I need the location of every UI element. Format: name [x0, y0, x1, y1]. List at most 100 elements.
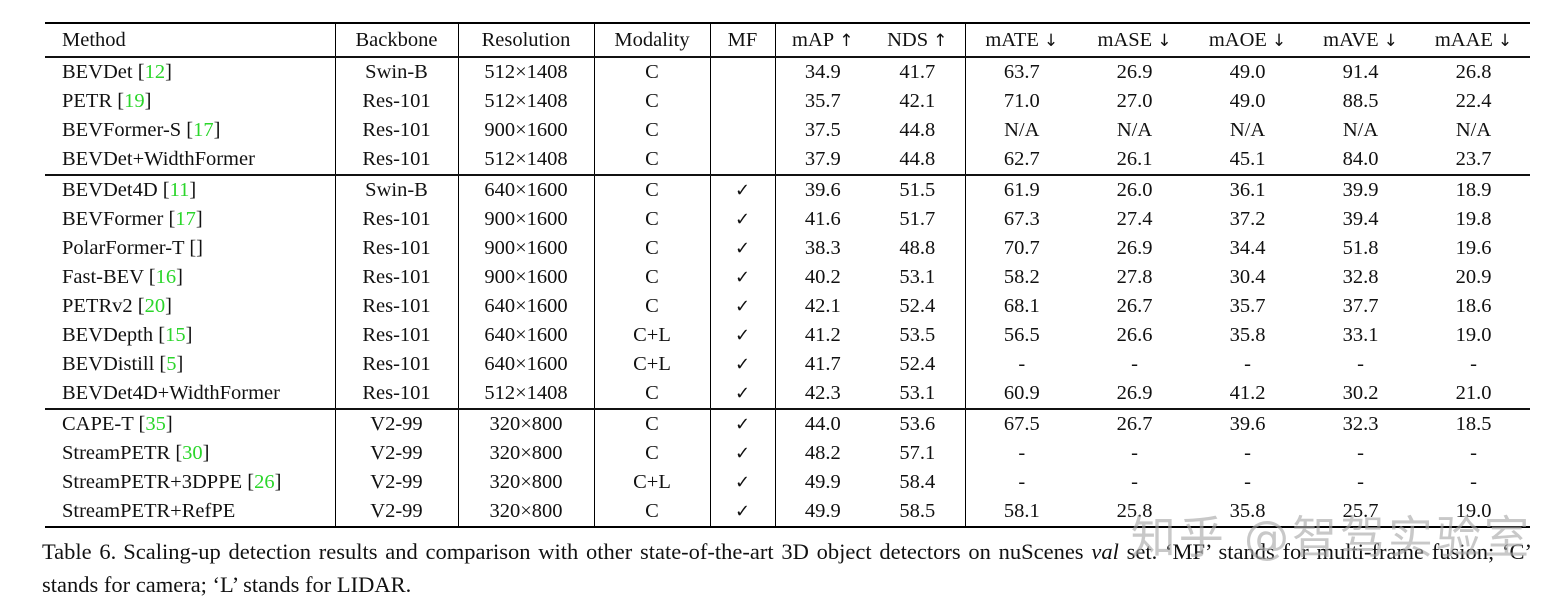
- cell-mase: 27.8: [1116, 266, 1153, 288]
- arrow-down-icon: ↓: [1157, 30, 1172, 51]
- checkmark-icon: ✓: [734, 501, 751, 522]
- cell-mate: -: [1018, 442, 1026, 464]
- cell-modality: C: [594, 174, 711, 205]
- cell-mate: -: [1018, 471, 1026, 493]
- cell-map: 39.6: [775, 174, 870, 205]
- cell-mase: 26.1: [1116, 148, 1153, 170]
- cell-mf: [710, 87, 776, 116]
- cell-maoe: 37.2: [1229, 208, 1266, 230]
- cell-maae: 18.9: [1417, 174, 1530, 205]
- cell-maae: N/A: [1455, 119, 1492, 141]
- caption-text-1: Scaling-up detection results and compari…: [123, 539, 1092, 564]
- checkmark-icon: ✓: [734, 209, 751, 230]
- cell-mase: 26.7: [1078, 408, 1191, 439]
- cell-modality: C: [594, 263, 711, 292]
- cell-mave: -: [1357, 353, 1364, 375]
- cell-backbone: V2-99: [335, 468, 459, 497]
- cell-mate: 67.3: [1003, 208, 1040, 230]
- citation-number: 12: [144, 61, 166, 83]
- table-row: BEVDet+WidthFormer Res-101 512×1408 C 37.9 44…: [45, 145, 1530, 175]
- cell-mf: ✓: [710, 408, 776, 439]
- cell-resolution: 900×1600: [458, 116, 595, 145]
- method-name: StreamPETR+RefPE: [62, 500, 236, 522]
- table-row: CAPE-T [35] V2-99 320×800 C ✓ 44.0 53.6 67.5 26.…: [45, 408, 1530, 439]
- method-name: PETR: [62, 90, 113, 112]
- cell-backbone: Res-101: [335, 321, 459, 350]
- table-header: Method Backbone Resolution Modality MF mAP ↑ ND…: [45, 23, 1530, 58]
- cell-maoe: 36.1: [1191, 174, 1304, 205]
- cell-method: StreamPETR [30]: [45, 439, 336, 468]
- cell-mave: -: [1357, 442, 1364, 464]
- cell-nds: 53.1: [870, 379, 966, 409]
- cell-modality: C: [594, 497, 711, 527]
- cell-mf: [710, 116, 776, 145]
- cell-mase: 26.9: [1116, 237, 1153, 259]
- arrow-down-icon: ↓: [1271, 30, 1287, 51]
- cell-nds: 44.8: [870, 145, 966, 175]
- cell-resolution: 512×1408: [458, 57, 595, 87]
- cell-method: BEVDistill [5]: [45, 350, 336, 379]
- cell-method: BEVDet+WidthFormer: [45, 145, 336, 175]
- col-header-label: mAOE: [1208, 28, 1267, 51]
- cell-mase: 26.6: [1116, 324, 1153, 346]
- cell-mave: 84.0: [1342, 148, 1379, 170]
- cell-mf: [710, 145, 776, 175]
- arrow-down-icon: ↓: [1383, 30, 1398, 51]
- cell-maae: 26.8: [1455, 61, 1492, 83]
- cell-mate: 62.7: [1003, 148, 1040, 170]
- cell-nds: 53.1: [870, 263, 966, 292]
- col-header-maoe: mAOE ↓: [1191, 23, 1304, 58]
- cell-maoe: 49.0: [1229, 61, 1266, 83]
- cell-method: BEVDepth [15]: [45, 321, 336, 350]
- citation-number: 5: [166, 353, 177, 375]
- cell-maoe: 35.8: [1229, 324, 1266, 346]
- cell-maae: 21.0: [1455, 382, 1492, 404]
- checkmark-icon: ✓: [734, 414, 751, 435]
- cell-method: PolarFormer-T []: [45, 234, 336, 263]
- table-row: PETRv2 [20] Res-101 640×1600 C ✓ 42.1 52.4 68.1…: [45, 292, 1530, 321]
- col-header-mase: mASE ↓: [1078, 23, 1191, 58]
- cell-mate: 63.7: [1003, 61, 1040, 83]
- cell-map: 35.7: [804, 90, 841, 112]
- cell-map: 34.9: [804, 61, 841, 83]
- checkmark-icon: ✓: [734, 383, 751, 404]
- method-name: StreamPETR: [62, 442, 171, 464]
- cell-modality: C: [594, 234, 711, 263]
- cell-mate: 60.9: [1003, 382, 1040, 404]
- cell-nds: 48.8: [870, 234, 966, 263]
- arrow-up-icon: ↑: [839, 30, 854, 51]
- cell-nds: 42.1: [870, 87, 966, 116]
- cell-mate: 58.1: [1003, 500, 1040, 522]
- col-header-label: mAAE: [1434, 28, 1493, 51]
- cell-mave: N/A: [1342, 119, 1379, 141]
- cell-backbone: Res-101: [335, 263, 459, 292]
- table-caption: Table 6. Scaling-up detection results and…: [42, 535, 1532, 598]
- cell-method: BEVDet [12]: [45, 57, 336, 87]
- checkmark-icon: ✓: [734, 472, 751, 493]
- cell-mase: 26.7: [1116, 295, 1153, 317]
- cell-resolution: 640×1600: [458, 321, 595, 350]
- table-row: StreamPETR [30] V2-99 320×800 C ✓ 48.2 57.1 - - -…: [45, 439, 1530, 468]
- citation-number: 35: [145, 413, 166, 435]
- method-name: BEVDistill: [62, 353, 155, 375]
- checkmark-icon: ✓: [734, 296, 751, 317]
- cell-backbone: Res-101: [335, 116, 459, 145]
- col-header-label: mATE: [985, 28, 1039, 51]
- col-header-maae: mAAE ↓: [1417, 23, 1530, 58]
- cell-backbone: Res-101: [335, 234, 459, 263]
- col-header-label: mAVE: [1323, 28, 1379, 51]
- cell-maoe: 45.1: [1229, 148, 1266, 170]
- cell-method: CAPE-T [35]: [45, 408, 336, 439]
- method-name: PETRv2: [62, 295, 133, 317]
- table-row: BEVFormer-S [17] Res-101 900×1600 C 37.5 44.8…: [45, 116, 1530, 145]
- cell-modality: C: [594, 87, 711, 116]
- cell-modality: C: [594, 205, 711, 234]
- cell-map: 41.6: [804, 208, 841, 230]
- cell-map: 42.1: [804, 295, 841, 317]
- cell-maoe: -: [1244, 442, 1251, 464]
- cell-mate: 67.5: [965, 408, 1078, 439]
- cell-mate: 70.7: [1003, 237, 1040, 259]
- citation-number: 19: [124, 90, 145, 112]
- cell-map: 41.7: [804, 353, 841, 375]
- cell-maae: 23.7: [1455, 148, 1492, 170]
